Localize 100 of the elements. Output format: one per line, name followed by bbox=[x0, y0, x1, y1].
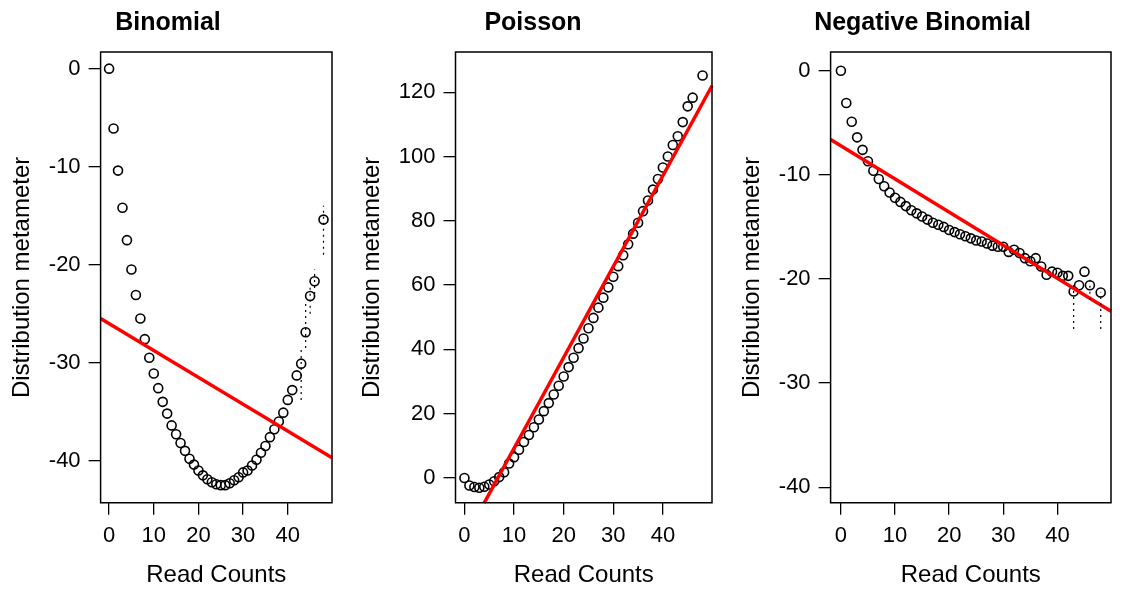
point bbox=[637, 205, 649, 217]
x-tick-label: 30 bbox=[230, 522, 256, 548]
y-axis-title: Distribution metameter bbox=[737, 156, 765, 399]
point bbox=[260, 440, 271, 452]
point bbox=[295, 358, 307, 369]
point bbox=[1014, 247, 1025, 259]
point bbox=[846, 116, 858, 128]
x-tick-label: 0 bbox=[458, 522, 471, 548]
point bbox=[157, 396, 168, 408]
y-tick-label: 100 bbox=[398, 142, 436, 168]
point bbox=[152, 382, 164, 394]
point bbox=[228, 474, 240, 486]
y-tick-label: 0 bbox=[68, 54, 81, 80]
point bbox=[215, 479, 227, 491]
point bbox=[459, 472, 470, 484]
point bbox=[493, 471, 505, 483]
point bbox=[682, 101, 693, 112]
point bbox=[148, 368, 160, 379]
point bbox=[976, 236, 987, 247]
point bbox=[1025, 255, 1036, 267]
point bbox=[607, 271, 619, 283]
point bbox=[246, 460, 258, 471]
point bbox=[1019, 252, 1031, 264]
point bbox=[938, 221, 950, 233]
point bbox=[943, 224, 955, 236]
point bbox=[1068, 286, 1079, 297]
point bbox=[503, 458, 515, 469]
point bbox=[533, 414, 545, 425]
point bbox=[878, 181, 890, 192]
y-tick-label: 120 bbox=[398, 78, 436, 104]
point bbox=[255, 447, 267, 459]
point bbox=[179, 445, 191, 457]
chart-title: Binomial bbox=[115, 6, 221, 35]
point bbox=[175, 437, 186, 449]
point bbox=[304, 290, 316, 302]
point bbox=[583, 322, 594, 334]
point bbox=[578, 333, 589, 344]
point bbox=[627, 228, 639, 239]
point bbox=[647, 184, 659, 195]
point bbox=[538, 405, 550, 417]
point bbox=[1035, 261, 1047, 272]
point bbox=[965, 233, 977, 244]
point bbox=[543, 397, 555, 409]
point bbox=[309, 276, 320, 287]
point bbox=[184, 453, 195, 464]
point bbox=[873, 173, 885, 185]
x-tick-label: 30 bbox=[991, 522, 1016, 548]
point bbox=[835, 65, 847, 77]
point bbox=[211, 478, 222, 490]
point bbox=[667, 139, 679, 151]
y-tick-label: 40 bbox=[411, 335, 436, 361]
y-tick-label: -40 bbox=[48, 446, 81, 472]
point bbox=[318, 214, 329, 225]
point bbox=[603, 282, 614, 293]
point bbox=[889, 192, 901, 204]
point bbox=[677, 116, 689, 128]
point bbox=[117, 202, 128, 214]
point bbox=[193, 465, 204, 476]
point bbox=[464, 480, 475, 491]
point bbox=[905, 204, 917, 216]
point bbox=[927, 217, 939, 229]
point bbox=[161, 408, 173, 419]
x-tick-label: 20 bbox=[551, 522, 576, 548]
point bbox=[121, 234, 133, 246]
x-tick-label: 40 bbox=[650, 522, 676, 548]
point bbox=[1030, 252, 1042, 264]
x-axis-title: Read Counts bbox=[900, 560, 1041, 588]
point bbox=[474, 482, 485, 493]
point bbox=[237, 467, 249, 478]
y-tick-label: 60 bbox=[411, 271, 436, 297]
point bbox=[488, 475, 500, 487]
y-axis-title: Distribution metameter bbox=[7, 156, 35, 399]
point bbox=[130, 289, 142, 301]
point bbox=[513, 444, 525, 456]
x-tick-label: 40 bbox=[1045, 522, 1070, 548]
chart-title: Negative Binomial bbox=[814, 6, 1031, 35]
point bbox=[916, 211, 928, 222]
point bbox=[970, 235, 982, 246]
point bbox=[642, 195, 654, 206]
y-tick-label: 0 bbox=[798, 56, 811, 82]
point bbox=[884, 187, 895, 198]
point bbox=[911, 208, 922, 219]
point bbox=[143, 352, 155, 364]
x-tick-label: 10 bbox=[882, 522, 908, 548]
y-tick-label: -30 bbox=[48, 348, 81, 374]
x-axis-title: Read Counts bbox=[146, 560, 287, 588]
point bbox=[103, 63, 115, 74]
point bbox=[622, 238, 634, 250]
point bbox=[126, 264, 137, 275]
point bbox=[949, 226, 960, 238]
point bbox=[933, 219, 944, 231]
point bbox=[291, 370, 303, 381]
point bbox=[593, 302, 604, 313]
point bbox=[1008, 244, 1020, 256]
point bbox=[981, 238, 993, 249]
point bbox=[498, 466, 510, 478]
point bbox=[286, 384, 298, 396]
point bbox=[922, 214, 933, 225]
y-tick-label: -30 bbox=[778, 369, 811, 395]
point bbox=[598, 292, 609, 303]
